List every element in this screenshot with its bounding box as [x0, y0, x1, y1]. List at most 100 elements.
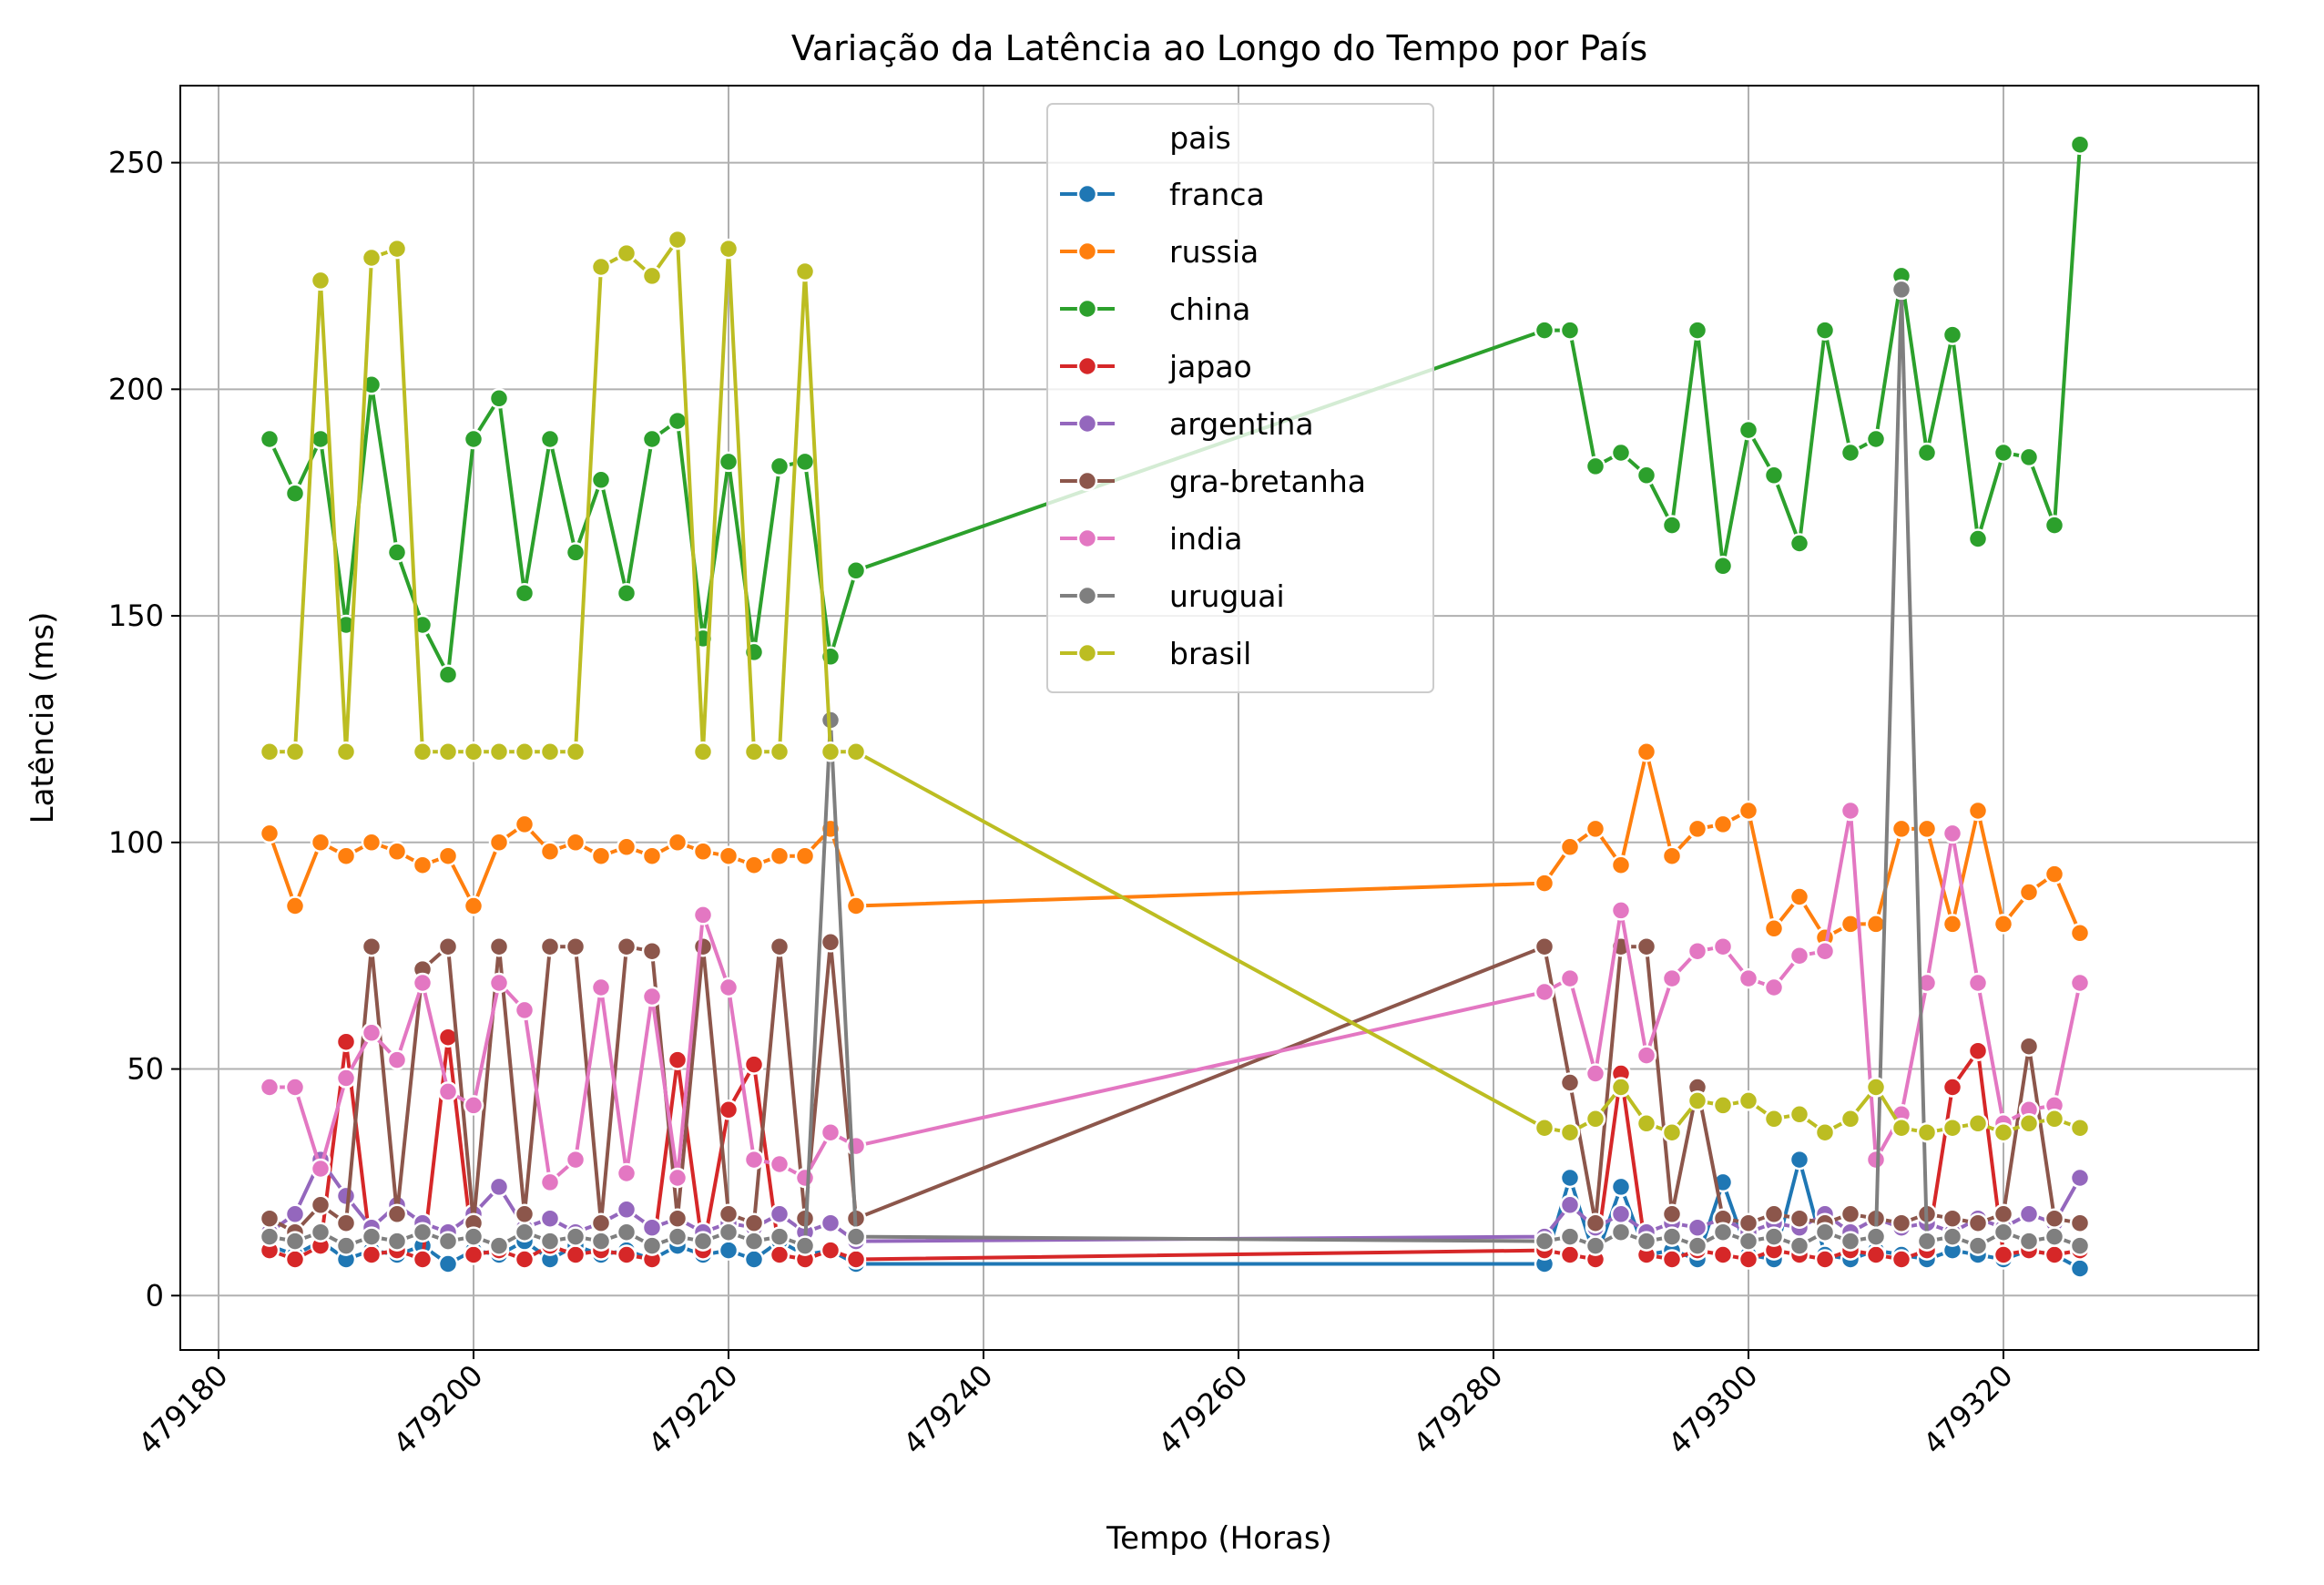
data-point-russia: [1891, 818, 1912, 840]
data-point-uruguai: [565, 1226, 586, 1247]
legend-label: russia: [1169, 234, 1259, 270]
series-china: [259, 134, 2091, 685]
data-point-gra-bretanha: [1789, 1208, 1810, 1229]
data-point-china: [590, 469, 612, 491]
data-point-japao: [463, 1244, 484, 1265]
data-point-china: [1585, 455, 1606, 477]
data-point-uruguai: [2018, 1231, 2040, 1252]
data-point-russia: [437, 845, 459, 866]
data-point-india: [1865, 1149, 1887, 1171]
legend-items: franca russia china japao argentina gra-breta…: [1060, 177, 1366, 671]
x-tick-label: 479240: [896, 1358, 999, 1461]
data-point-brasil: [259, 741, 280, 762]
legend-label: india: [1169, 521, 1242, 557]
data-point-russia: [2044, 864, 2065, 885]
y-tick-label: 50: [127, 1052, 164, 1087]
data-point-brasil: [1712, 1095, 1734, 1116]
data-point-uruguai: [386, 1231, 408, 1252]
data-point-brasil: [1942, 1117, 1963, 1139]
series-russia: [259, 741, 2091, 948]
data-point-uruguai: [769, 1226, 790, 1247]
data-point-franca: [1789, 1149, 1810, 1171]
data-point-argentina: [820, 1212, 841, 1233]
x-axis-label: Tempo (Horas): [1106, 1520, 1332, 1557]
legend-item-gra-bretanha: gra-bretanha: [1060, 464, 1366, 499]
data-point-japao: [743, 1054, 765, 1075]
data-point-uruguai: [1636, 1231, 1657, 1252]
legend-label: franca: [1169, 177, 1265, 212]
data-point-argentina: [488, 1176, 510, 1198]
legend-label: china: [1169, 291, 1250, 327]
data-point-uruguai: [692, 1231, 714, 1252]
data-point-brasil: [1610, 1077, 1632, 1098]
data-point-franca: [1559, 1167, 1581, 1189]
data-point-japao: [845, 1249, 867, 1270]
data-point-china: [1967, 528, 1989, 549]
data-point-uruguai: [2044, 1226, 2065, 1247]
x-tick-label: 479320: [1916, 1358, 2019, 1461]
data-point-china: [488, 388, 510, 409]
data-point-gra-bretanha: [1993, 1203, 2014, 1225]
data-point-uruguai: [335, 1235, 357, 1256]
data-point-japao: [1661, 1249, 1683, 1270]
data-point-china: [1610, 442, 1632, 464]
data-point-gra-bretanha: [2018, 1036, 2040, 1057]
legend-item-argentina: argentina: [1060, 406, 1314, 442]
data-point-brasil: [1789, 1104, 1810, 1125]
data-point-gra-bretanha: [1636, 936, 1657, 957]
data-point-brasil: [437, 741, 459, 762]
data-point-gra-bretanha: [1585, 1212, 1606, 1233]
data-point-brasil: [1687, 1090, 1708, 1111]
data-point-india: [1661, 967, 1683, 989]
y-axis-label: Latência (ms): [25, 612, 61, 824]
data-point-brasil: [1661, 1121, 1683, 1143]
data-point-russia: [1993, 914, 2014, 935]
data-point-uruguai: [488, 1235, 510, 1256]
legend-swatch-marker: [1076, 470, 1098, 492]
data-point-india: [1789, 945, 1810, 966]
data-point-gra-bretanha: [1891, 1212, 1912, 1233]
data-point-brasil: [310, 270, 331, 291]
legend-item-franca: franca: [1060, 177, 1265, 212]
data-point-russia: [284, 895, 306, 916]
data-point-uruguai: [437, 1231, 459, 1252]
data-point-china: [2044, 515, 2065, 536]
data-point-india: [616, 1162, 637, 1184]
data-point-russia: [769, 845, 790, 866]
legend-swatch-marker: [1076, 413, 1098, 435]
data-point-china: [1636, 465, 1657, 486]
data-point-india: [1814, 940, 1836, 962]
data-point-gra-bretanha: [1559, 1072, 1581, 1093]
data-point-india: [692, 905, 714, 925]
data-point-india: [769, 1153, 790, 1175]
x-tick-label: 479280: [1406, 1358, 1509, 1461]
data-point-uruguai: [845, 1226, 867, 1247]
data-point-japao: [514, 1249, 535, 1270]
data-point-china: [310, 428, 331, 450]
data-point-gra-bretanha: [641, 940, 663, 962]
data-point-uruguai: [1687, 1235, 1708, 1256]
legend-title: pais: [1169, 120, 1231, 156]
data-point-gra-bretanha: [616, 936, 637, 957]
data-point-china: [1534, 320, 1555, 341]
data-point-uruguai: [514, 1222, 535, 1242]
data-point-brasil: [1865, 1077, 1887, 1098]
data-point-japao: [1738, 1249, 1759, 1270]
data-point-china: [1840, 442, 1861, 464]
data-point-russia: [488, 832, 510, 854]
data-point-japao: [769, 1244, 790, 1265]
data-point-brasil: [1993, 1121, 2014, 1143]
data-point-brasil: [692, 741, 714, 762]
data-point-russia: [1916, 818, 1938, 840]
data-point-india: [539, 1171, 561, 1193]
data-point-uruguai: [1559, 1226, 1581, 1247]
data-point-china: [718, 451, 739, 473]
data-point-uruguai: [1661, 1226, 1683, 1247]
data-point-india: [259, 1077, 280, 1098]
series-line-franca: [269, 1158, 2081, 1271]
data-point-gra-bretanha: [335, 1212, 357, 1233]
data-point-brasil: [590, 256, 612, 278]
y-tick-label: 150: [108, 598, 164, 633]
data-point-uruguai: [641, 1235, 663, 1256]
